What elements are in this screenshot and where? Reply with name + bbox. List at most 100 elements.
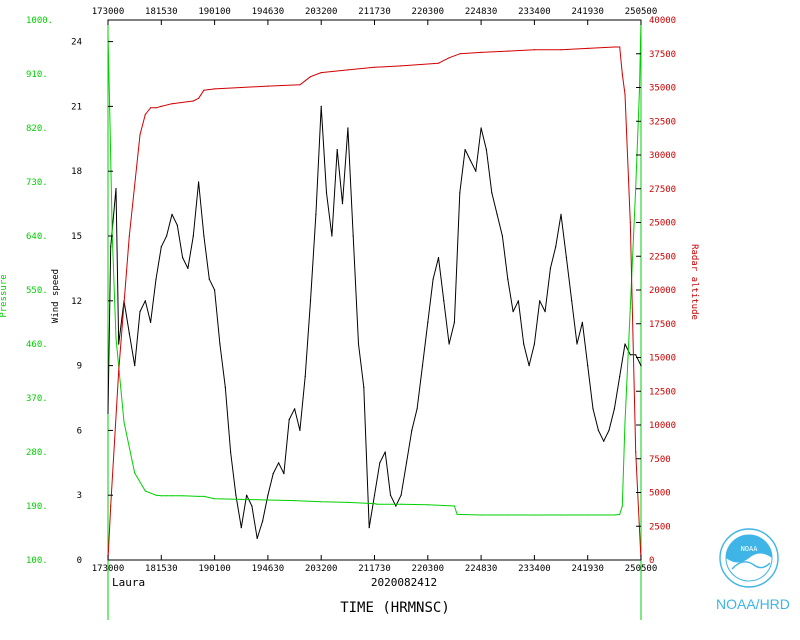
x-tick-label-top: 203200 [305, 7, 338, 17]
series-point-pressure [613, 514, 616, 516]
series-point-pressure [182, 495, 184, 497]
series-point-pressure [587, 514, 589, 516]
altitude-tick-label: 40000 [649, 16, 676, 26]
x-tick-label-top: 241930 [571, 7, 604, 17]
series-point-pressure [160, 495, 162, 497]
speed-tick-label: 12 [71, 297, 82, 307]
series-point-speed [357, 343, 360, 345]
series-point-speed [608, 429, 610, 431]
noaa-logo-icon: NOAA [719, 528, 779, 588]
series-point-speed [299, 429, 301, 431]
x-tick-label-top: 220300 [412, 7, 445, 17]
series-point-speed [256, 537, 258, 540]
series-point-speed [230, 451, 232, 453]
x-tick-label-top: 194630 [252, 7, 285, 17]
x-tick-label-bottom: 181530 [145, 564, 178, 574]
pressure-tick-label: 550. [26, 286, 48, 296]
series-point-speed [635, 354, 637, 356]
x-tick-label-bottom: 190100 [198, 564, 231, 574]
series-point-pressure [134, 472, 136, 474]
series-point-speed [272, 473, 274, 475]
x-tick-label-bottom: 173000 [92, 564, 125, 574]
series-point-speed [352, 235, 354, 237]
x-tick-label-top: 224830 [465, 7, 498, 17]
series-point-pressure [453, 505, 455, 507]
series-point-speed [203, 235, 205, 237]
series-point-speed [560, 213, 562, 215]
series-point-pressure [533, 514, 536, 516]
series-point-speed [294, 408, 296, 410]
series-point-altitude [635, 451, 637, 453]
series-point-pressure [619, 513, 621, 516]
pressure-tick-label: 910. [26, 70, 48, 80]
x-axis-title: TIME (HRMNSC) [340, 600, 450, 616]
x-tick-label-bottom: 250500 [625, 564, 658, 574]
series-point-speed [613, 408, 616, 410]
series-point-speed [432, 278, 434, 280]
series-point-altitude [267, 85, 269, 87]
series-point-speed [219, 343, 221, 345]
series-point-speed [592, 408, 594, 410]
speed-tick-label: 9 [77, 362, 82, 372]
series-point-speed [267, 494, 269, 496]
x-tick-label-bottom: 211730 [358, 564, 391, 574]
pressure-axis-title: Pressure [0, 274, 9, 317]
series-point-speed [115, 187, 117, 190]
series-point-pressure [203, 495, 205, 497]
series-point-pressure [166, 495, 168, 497]
series-point-pressure [115, 337, 117, 339]
series-point-speed [619, 375, 621, 377]
altitude-tick-label: 35000 [649, 84, 676, 94]
series-point-pressure [347, 501, 349, 503]
series-point-pressure [294, 500, 296, 502]
speed-tick-label: 21 [71, 102, 82, 112]
altitude-tick-label: 22500 [649, 252, 676, 262]
series-point-speed [341, 203, 344, 205]
series-point-speed [389, 494, 392, 496]
series-point-speed [400, 494, 402, 496]
speed-tick-label: 3 [77, 491, 82, 501]
series-point-altitude [118, 370, 120, 372]
pressure-tick-label: 100. [26, 556, 48, 566]
series-point-speed [459, 192, 461, 194]
series-point-pressure [560, 514, 562, 516]
speed-tick-label: 0 [77, 556, 82, 566]
series-point-speed [565, 257, 568, 259]
series-point-speed [166, 235, 168, 237]
x-tick-label-top: 233400 [518, 7, 551, 17]
pressure-tick-label: 820. [26, 124, 48, 134]
x-tick-label-top: 181530 [145, 7, 178, 17]
series-point-altitude [203, 89, 205, 91]
series-point-speed [325, 192, 328, 194]
series-point-speed [512, 311, 514, 313]
series-point-speed [309, 300, 312, 302]
series-point-altitude [214, 88, 216, 90]
series-point-altitude [240, 86, 242, 89]
series-point-speed [480, 127, 482, 129]
x-tick-label-bottom: 194630 [252, 564, 285, 574]
series-point-altitude [144, 113, 146, 116]
series-point-speed [544, 311, 546, 313]
series-point-speed [443, 300, 445, 302]
series-point-speed [464, 149, 466, 151]
altitude-tick-label: 30000 [649, 151, 676, 161]
series-point-speed [469, 159, 471, 161]
x-tick-label-top: 211730 [358, 7, 391, 17]
altitude-tick-label: 15000 [649, 354, 676, 364]
pressure-tick-label: 460. [26, 340, 48, 350]
series-point-speed [139, 311, 141, 313]
x-tick-label-top: 190100 [198, 7, 231, 17]
series-point-speed [107, 412, 109, 414]
series-point-pressure [507, 514, 509, 516]
series-point-speed [160, 246, 162, 248]
altitude-tick-label: 7500 [649, 455, 671, 465]
series-point-speed [288, 419, 290, 421]
series-point-speed [315, 213, 317, 215]
x-tick-label-bottom: 203200 [305, 564, 338, 574]
altitude-tick-label: 37500 [649, 50, 676, 60]
series-point-altitude [299, 84, 301, 86]
series-point-speed [128, 332, 130, 334]
series-point-altitude [448, 57, 450, 59]
series-point-speed [411, 429, 413, 431]
series-point-altitude [400, 65, 402, 67]
